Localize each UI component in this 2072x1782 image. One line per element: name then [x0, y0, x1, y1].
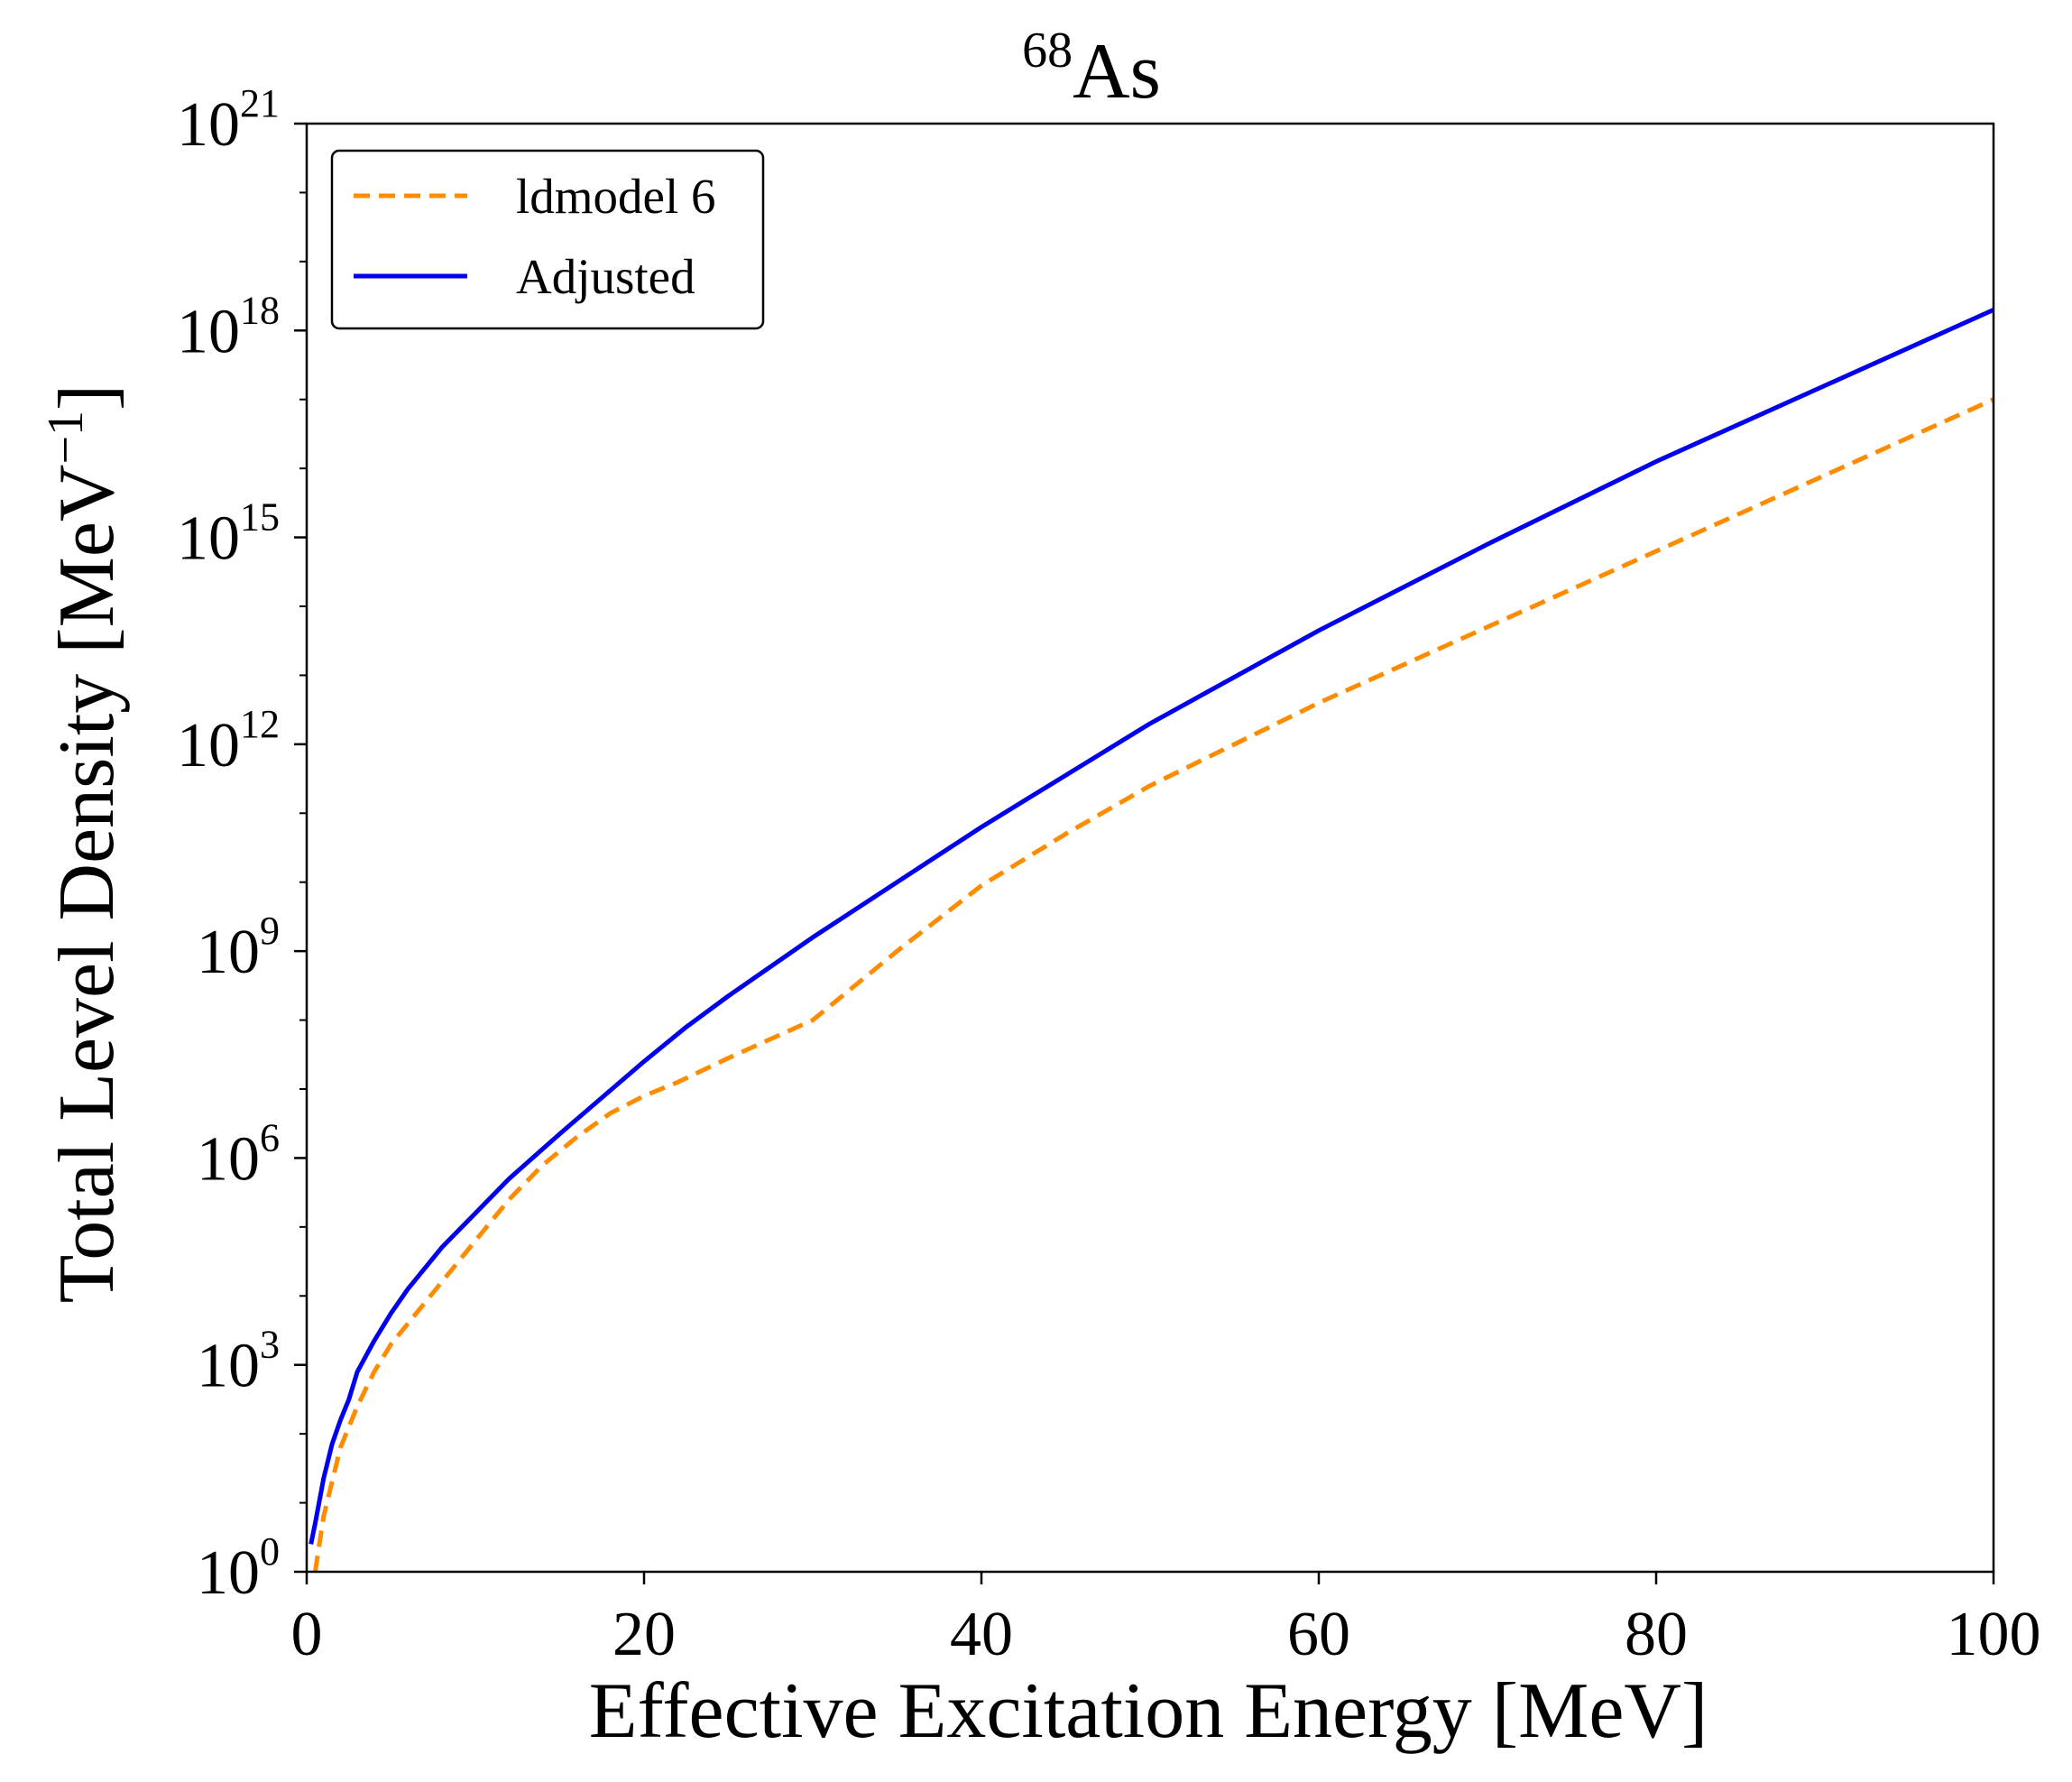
- y-tick-label: 103: [197, 1323, 280, 1401]
- y-tick-exponent: 18: [240, 288, 280, 332]
- legend-label-ldmodel-6: ldmodel 6: [516, 169, 716, 224]
- y-axis-label-text: Total Level Density [MeV: [43, 465, 131, 1304]
- plot-frame: [305, 122, 1995, 1574]
- y-tick-exponent: 21: [240, 81, 280, 125]
- y-axis-label-superscript: −1: [38, 411, 94, 465]
- chart-title: 68As: [1022, 23, 1161, 115]
- y-tick-exponent: 12: [240, 702, 280, 746]
- y-tick-label: 1012: [177, 702, 280, 780]
- y-tick-base: 10: [177, 297, 240, 366]
- y-tick-label: 1015: [177, 495, 280, 574]
- plot-area: 0 20 40 60 80 100 100103106109101210151018102…: [177, 81, 2041, 1669]
- y-tick-label: 109: [197, 909, 280, 987]
- x-tick-label: 40: [950, 1600, 1013, 1669]
- y-tick-exponent: 15: [240, 495, 280, 540]
- y-tick-exponent: 0: [260, 1529, 280, 1574]
- x-tick-label: 20: [612, 1600, 676, 1669]
- y-axis-label: Total Level Density [MeV−1]: [38, 384, 131, 1304]
- x-tick-label: 60: [1287, 1600, 1350, 1669]
- y-tick-base: 10: [177, 90, 240, 160]
- y-tick-base: 10: [197, 1332, 260, 1401]
- title-base: As: [1073, 28, 1161, 115]
- y-tick-base: 10: [197, 1538, 260, 1608]
- series-line-ldmodel-6: [312, 397, 1995, 1573]
- y-tick-base: 10: [177, 504, 240, 574]
- series-line-adjusted: [308, 308, 1995, 1545]
- y-tick-exponent: 3: [260, 1323, 280, 1367]
- legend: ldmodel 6 Adjusted: [330, 149, 765, 330]
- x-tick-label: 100: [1947, 1600, 2041, 1669]
- legend-label-adjusted: Adjusted: [516, 249, 695, 304]
- x-tick-label: 80: [1625, 1600, 1688, 1669]
- y-tick-base: 10: [177, 711, 240, 780]
- y-tick-exponent: 9: [260, 909, 280, 953]
- x-tick-label: 0: [291, 1600, 323, 1669]
- y-tick-base: 10: [197, 918, 260, 987]
- title-superscript: 68: [1022, 23, 1073, 78]
- y-tick-base: 10: [197, 1124, 260, 1194]
- y-tick-label: 100: [197, 1529, 280, 1608]
- y-axis-label-suffix: ]: [43, 384, 131, 411]
- y-tick-label: 1021: [177, 81, 280, 160]
- x-axis-label: Effective Excitation Energy [MeV]: [589, 1667, 1708, 1755]
- y-tick-exponent: 6: [260, 1115, 280, 1159]
- y-tick-label: 106: [197, 1115, 280, 1194]
- series-group: [308, 308, 1995, 1573]
- x-axis-ticks: 0 20 40 60 80 100: [291, 1572, 2041, 1669]
- y-tick-label: 1018: [177, 288, 280, 366]
